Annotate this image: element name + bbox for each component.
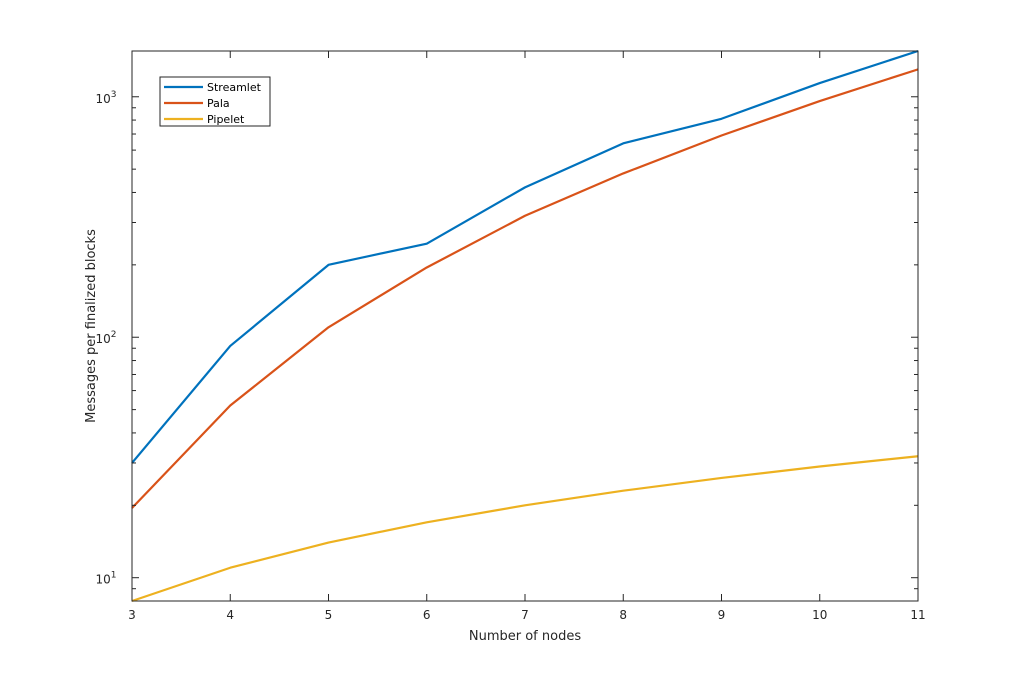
x-tick-label: 5	[325, 608, 333, 622]
y-tick-label: 102	[95, 330, 116, 346]
x-tick-label: 4	[226, 608, 234, 622]
x-tick-label: 11	[910, 608, 925, 622]
x-axis-label: Number of nodes	[469, 629, 581, 644]
x-tick-label: 7	[521, 608, 529, 622]
series-line-pipelet	[131, 455, 919, 603]
tick-labels-layer: 3 4 5 6 7 8 9 10 11 101 102 103	[95, 90, 925, 622]
x-tick-label: 3	[128, 608, 136, 622]
legend-label-streamlet: Streamlet	[207, 81, 262, 94]
x-tick-label: 8	[619, 608, 627, 622]
x-tick-label: 6	[423, 608, 431, 622]
legend: Streamlet Pala Pipelet	[159, 76, 271, 127]
ticks-layer	[131, 51, 919, 602]
series-line-streamlet	[131, 49, 919, 464]
series-line-pala	[131, 68, 919, 509]
legend-box	[159, 76, 271, 127]
y-tick-label: 103	[95, 90, 116, 106]
legend-label-pala: Pala	[207, 97, 230, 110]
x-tick-label: 9	[718, 608, 726, 622]
y-tick-label: 101	[95, 571, 116, 587]
x-tick-label: 10	[812, 608, 827, 622]
series-layer	[131, 49, 919, 603]
plot-area-frame	[131, 50, 919, 602]
y-axis-label: Messages per finalized blocks	[84, 229, 99, 423]
legend-label-pipelet: Pipelet	[207, 113, 245, 126]
